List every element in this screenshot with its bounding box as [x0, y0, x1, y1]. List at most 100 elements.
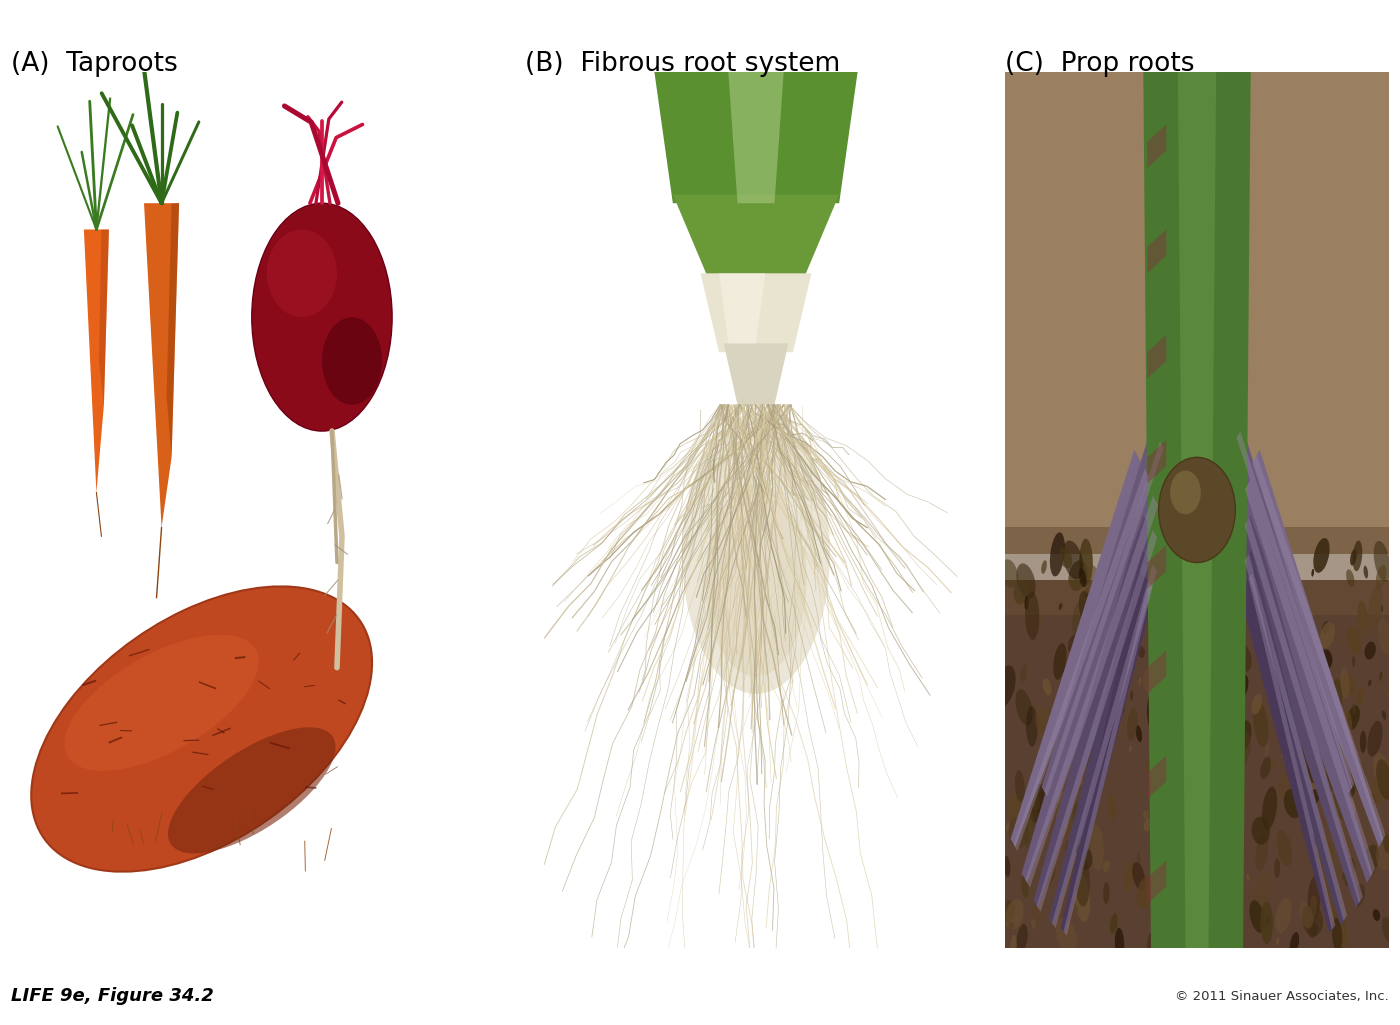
Ellipse shape [1357, 687, 1364, 705]
Ellipse shape [1172, 537, 1190, 584]
Ellipse shape [1317, 772, 1334, 800]
Ellipse shape [1060, 683, 1064, 690]
Ellipse shape [1207, 748, 1212, 767]
Ellipse shape [1049, 714, 1058, 749]
Polygon shape [654, 72, 858, 203]
Ellipse shape [1085, 666, 1089, 674]
Ellipse shape [1016, 924, 1028, 954]
Ellipse shape [1312, 823, 1322, 845]
Ellipse shape [267, 230, 337, 317]
Ellipse shape [1379, 671, 1383, 681]
Ellipse shape [1163, 640, 1168, 654]
Ellipse shape [1005, 899, 1023, 931]
Ellipse shape [1176, 774, 1184, 798]
Ellipse shape [1091, 825, 1103, 870]
Ellipse shape [322, 317, 382, 405]
Polygon shape [1177, 72, 1217, 948]
Ellipse shape [1271, 610, 1275, 623]
Ellipse shape [1180, 639, 1186, 647]
Ellipse shape [1151, 673, 1155, 686]
Ellipse shape [1224, 571, 1239, 617]
Polygon shape [1064, 582, 1152, 936]
Ellipse shape [1350, 549, 1357, 566]
Polygon shape [673, 195, 839, 282]
Ellipse shape [1007, 793, 1026, 831]
Ellipse shape [1071, 814, 1081, 846]
Ellipse shape [1186, 566, 1196, 582]
Ellipse shape [1387, 692, 1390, 698]
Polygon shape [1042, 427, 1166, 793]
Ellipse shape [1383, 832, 1390, 853]
Ellipse shape [1264, 743, 1268, 756]
Polygon shape [1005, 580, 1389, 948]
Ellipse shape [1022, 805, 1035, 849]
Ellipse shape [1310, 746, 1317, 764]
Ellipse shape [1162, 844, 1173, 870]
Ellipse shape [1373, 909, 1380, 921]
Ellipse shape [1235, 773, 1243, 796]
Ellipse shape [1001, 900, 1015, 921]
Ellipse shape [1159, 763, 1170, 800]
Ellipse shape [1298, 668, 1306, 693]
Ellipse shape [1322, 694, 1334, 721]
Ellipse shape [1239, 748, 1243, 757]
Ellipse shape [1071, 601, 1085, 636]
Polygon shape [1025, 495, 1158, 888]
Ellipse shape [1075, 856, 1091, 907]
Ellipse shape [1268, 663, 1284, 713]
Ellipse shape [1075, 873, 1091, 922]
Ellipse shape [1092, 706, 1102, 731]
Ellipse shape [1331, 902, 1347, 948]
Ellipse shape [1043, 679, 1051, 696]
Ellipse shape [1382, 916, 1394, 942]
Ellipse shape [1252, 694, 1263, 714]
Polygon shape [84, 230, 109, 492]
Ellipse shape [1042, 561, 1047, 574]
Polygon shape [1245, 518, 1362, 903]
Ellipse shape [1179, 593, 1183, 601]
Ellipse shape [1193, 622, 1200, 637]
Ellipse shape [1376, 760, 1393, 800]
Polygon shape [1239, 570, 1333, 933]
Ellipse shape [1364, 851, 1366, 856]
Ellipse shape [1191, 865, 1210, 894]
Ellipse shape [1266, 916, 1270, 925]
Ellipse shape [1296, 774, 1306, 808]
Ellipse shape [1037, 616, 1042, 625]
Ellipse shape [1218, 817, 1221, 826]
Polygon shape [1147, 230, 1166, 274]
Ellipse shape [1302, 903, 1323, 936]
Polygon shape [1061, 570, 1155, 933]
Ellipse shape [1198, 692, 1211, 710]
Ellipse shape [1253, 701, 1268, 747]
Ellipse shape [1137, 876, 1154, 908]
Polygon shape [1232, 474, 1372, 883]
Ellipse shape [1277, 830, 1292, 866]
Ellipse shape [1144, 612, 1155, 631]
Ellipse shape [1284, 789, 1302, 818]
Ellipse shape [1183, 678, 1184, 685]
Ellipse shape [1078, 776, 1084, 785]
Ellipse shape [1152, 912, 1168, 938]
Ellipse shape [706, 484, 806, 676]
Ellipse shape [1063, 540, 1084, 579]
Ellipse shape [1315, 775, 1319, 785]
Ellipse shape [1144, 819, 1151, 831]
Ellipse shape [1354, 831, 1358, 840]
Ellipse shape [1078, 568, 1086, 587]
Ellipse shape [1222, 623, 1231, 636]
Ellipse shape [1343, 871, 1345, 879]
Ellipse shape [1058, 603, 1063, 610]
Ellipse shape [1179, 726, 1194, 763]
Ellipse shape [1331, 917, 1343, 951]
Polygon shape [1005, 72, 1389, 554]
Ellipse shape [1382, 710, 1386, 720]
Ellipse shape [1137, 853, 1141, 865]
Ellipse shape [1109, 707, 1116, 719]
Ellipse shape [1340, 667, 1350, 698]
Ellipse shape [1180, 653, 1190, 678]
Ellipse shape [1008, 817, 1029, 849]
Ellipse shape [1137, 579, 1149, 614]
Ellipse shape [1231, 857, 1243, 885]
Ellipse shape [1186, 614, 1203, 664]
